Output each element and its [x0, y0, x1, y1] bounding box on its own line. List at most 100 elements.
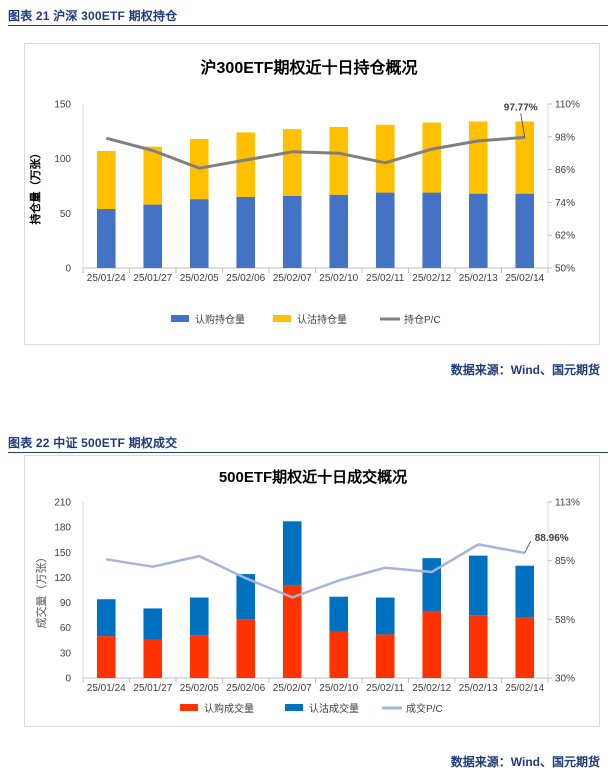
undefined-bar-call [515, 617, 535, 678]
undefined-bar-call [189, 635, 209, 678]
undefined-ytick-label: 120 [54, 573, 71, 584]
undefined-annotation-leader [520, 113, 526, 138]
undefined-annotation-label: 88.96% [535, 533, 569, 544]
undefined-bar-call [375, 192, 395, 268]
undefined-ytick-label: 90 [60, 598, 72, 609]
undefined-xtick-label: 25/02/12 [412, 273, 451, 284]
undefined-y2tick-label: 98% [555, 132, 575, 143]
undefined-title: 500ETF期权近十日成交概况 [219, 468, 407, 486]
undefined-xtick-label: 25/02/13 [459, 273, 498, 284]
undefined-xtick-label: 25/02/10 [319, 273, 358, 284]
undefined-legend-label: 认购成交量 [204, 702, 254, 715]
chart-2-svg: 500ETF期权近十日成交概况 0 30 60 90 120 150 180 210 30% 58%… [34, 468, 580, 715]
chart-2-panel: 500ETF期权近十日成交概况 0 30 60 90 120 150 180 210 30% 58%… [24, 455, 600, 727]
undefined-bar-call [329, 194, 349, 268]
undefined-bar-call [282, 584, 302, 678]
undefined-bar-put [236, 574, 256, 620]
undefined-bar-put [422, 558, 442, 611]
undefined-bar-call [96, 208, 116, 268]
undefined-bar-put [468, 555, 488, 616]
undefined-bar-put [329, 126, 349, 195]
undefined-bar-put [96, 599, 116, 637]
figure-1-caption-rule [8, 25, 608, 26]
undefined-bar-put [375, 124, 395, 193]
undefined-bar-put [515, 565, 535, 618]
undefined-xtick-label: 25/02/14 [505, 683, 544, 694]
figure-2-source: 数据来源：Wind、国元期货 [450, 755, 600, 769]
undefined-bar-call [96, 636, 116, 678]
undefined-bar-put [422, 122, 442, 193]
undefined-xtick-label: 25/02/11 [366, 273, 405, 284]
undefined-legend-swatch [171, 315, 189, 322]
undefined-bar-call [143, 204, 163, 268]
undefined-ytick-label: 0 [65, 674, 71, 685]
undefined-xtick-label: 25/02/12 [412, 683, 451, 694]
figure-2-caption: 图表 22 中证 500ETF 期权成交 [8, 436, 178, 450]
undefined-bar-call [515, 193, 535, 268]
undefined-legend-swatch [273, 315, 291, 322]
undefined-bar-call [329, 631, 349, 678]
undefined-legend-label: 持仓P/C [404, 313, 441, 326]
undefined-bar-put [143, 146, 163, 205]
undefined-bar-call [468, 193, 488, 268]
undefined-xtick-label: 25/02/05 [180, 273, 219, 284]
undefined-bar-put [515, 121, 535, 194]
undefined-bar-call [375, 634, 395, 678]
undefined-legend-label: 认沽持仓量 [297, 313, 347, 326]
undefined-bar-put [282, 521, 302, 585]
undefined-ytick-label: 0 [65, 264, 71, 275]
undefined-xtick-label: 25/02/05 [180, 683, 219, 694]
undefined-bar-put [189, 597, 209, 636]
figure-2-caption-rule [8, 452, 608, 453]
undefined-legend-label: 认沽成交量 [309, 702, 359, 715]
undefined-bar-call [236, 619, 256, 678]
undefined-bar-put [282, 129, 302, 196]
undefined-bar-call [422, 192, 442, 268]
chart-1-panel: 沪300ETF期权近十日持仓概况 0 50 100 150 50% 62% 74% 86% 98%… [24, 43, 600, 345]
undefined-bar-put [468, 121, 488, 194]
undefined-ytick-label: 210 [54, 498, 71, 509]
undefined-xtick-label: 25/02/14 [505, 273, 544, 284]
undefined-y2tick-label: 74% [555, 198, 575, 209]
undefined-bar-call [282, 195, 302, 268]
undefined-xtick-label: 25/02/07 [273, 683, 312, 694]
undefined-xtick-label: 25/02/13 [459, 683, 498, 694]
undefined-ytick-label: 150 [54, 100, 71, 111]
undefined-ytick-label: 60 [60, 623, 72, 634]
undefined-bar-put [375, 597, 395, 635]
undefined-ytick-label: 180 [54, 523, 71, 534]
undefined-annotation-leader [524, 540, 532, 554]
undefined-bar-put [236, 132, 256, 197]
undefined-xtick-label: 25/01/27 [133, 683, 172, 694]
undefined-legend-label: 成交P/C [406, 702, 443, 715]
undefined-y2tick-label: 62% [555, 231, 575, 242]
undefined-bar-call [468, 615, 488, 678]
undefined-y2tick-label: 58% [555, 615, 575, 626]
undefined-bar-put [96, 151, 116, 209]
undefined-y-axis-title: 持仓量（万张） [28, 148, 42, 225]
undefined-legend-swatch [285, 704, 303, 711]
undefined-xtick-label: 25/02/07 [273, 273, 312, 284]
undefined-y2tick-label: 85% [555, 556, 575, 567]
undefined-xtick-label: 25/01/24 [87, 683, 126, 694]
undefined-y2tick-label: 30% [555, 674, 575, 685]
undefined-xtick-label: 25/01/27 [133, 273, 172, 284]
undefined-y2tick-label: 113% [555, 498, 580, 509]
undefined-xtick-label: 25/02/06 [226, 273, 265, 284]
undefined-title: 沪300ETF期权近十日持仓概况 [201, 58, 418, 77]
figure-1-caption: 图表 21 沪深 300ETF 期权持仓 [8, 9, 178, 23]
chart-1-svg: 沪300ETF期权近十日持仓概况 0 50 100 150 50% 62% 74% 86% 98%… [28, 58, 580, 326]
undefined-legend-label: 认购持仓量 [195, 313, 245, 326]
undefined-pc-line [105, 135, 525, 170]
undefined-bar-call [189, 199, 209, 268]
undefined-bar-call [143, 639, 163, 678]
undefined-xtick-label: 25/01/24 [87, 273, 126, 284]
undefined-ytick-label: 50 [60, 209, 72, 220]
undefined-ytick-label: 100 [54, 154, 71, 165]
undefined-y2tick-label: 50% [555, 264, 575, 275]
undefined-y2tick-label: 110% [555, 100, 580, 111]
undefined-y2tick-label: 86% [555, 165, 575, 176]
figure-1-source: 数据来源：Wind、国元期货 [450, 363, 600, 377]
undefined-legend-swatch [180, 704, 198, 711]
undefined-y-axis-title: 成交量（万张） [34, 552, 48, 629]
